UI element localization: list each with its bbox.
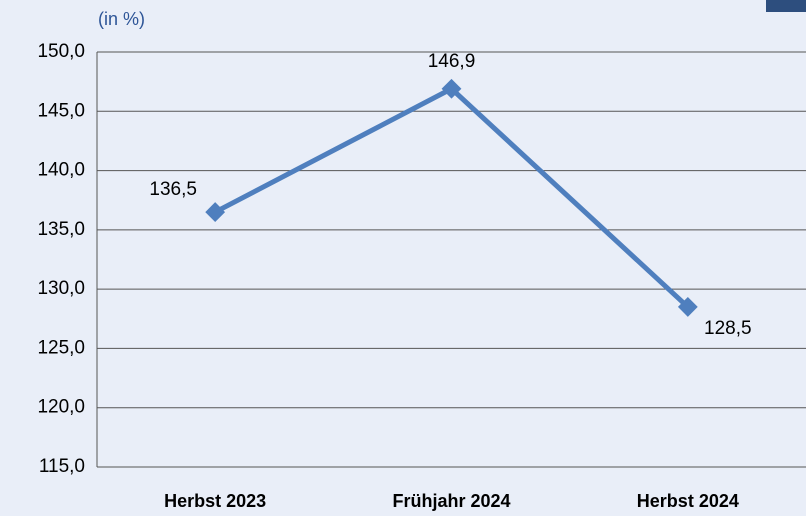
y-tick-label: 140,0 xyxy=(37,160,85,181)
x-tick-label: Herbst 2024 xyxy=(637,491,739,511)
y-tick-label: 145,0 xyxy=(37,100,85,121)
y-tick-label: 125,0 xyxy=(37,337,85,358)
data-label: 136,5 xyxy=(149,179,197,200)
y-axis-label: (in %) xyxy=(98,9,145,29)
point xyxy=(441,78,462,99)
corner-decoration xyxy=(766,0,806,12)
x-tick-label: Herbst 2023 xyxy=(164,491,266,511)
point xyxy=(205,202,226,222)
data-label: 146,9 xyxy=(428,51,476,72)
y-tick-label: 130,0 xyxy=(37,278,85,299)
data-label: 128,5 xyxy=(704,318,752,339)
y-tick-label: 150,0 xyxy=(37,41,85,62)
x-tick-label: Frühjahr 2024 xyxy=(392,491,510,511)
point xyxy=(677,297,698,317)
y-tick-label: 135,0 xyxy=(37,219,85,240)
y-tick-label: 120,0 xyxy=(37,397,85,418)
y-tick-label: 115,0 xyxy=(39,456,85,477)
